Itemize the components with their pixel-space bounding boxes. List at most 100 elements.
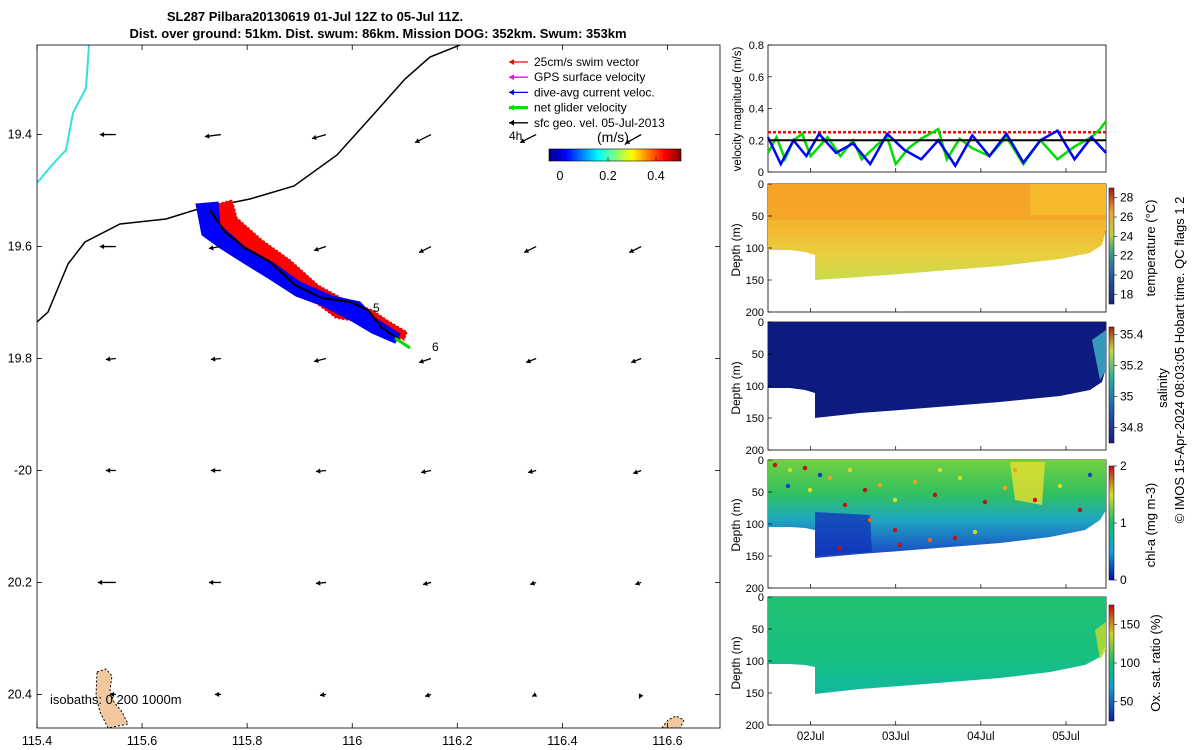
depth-tick-label: 100 <box>746 656 764 668</box>
map-y-tick-label: 19.8 <box>8 352 32 366</box>
geo-vector-head <box>105 356 111 362</box>
velocity-y-tick-label: 0.6 <box>749 72 764 84</box>
depth-tick-label: 200 <box>746 307 764 319</box>
timeseries-panels: 0 0.2 0.4 0.6 0.8 velocity magnitude (m/s) D… <box>729 40 1170 743</box>
depth-tick-label: 50 <box>752 349 764 361</box>
geo-vector-head <box>315 580 321 586</box>
colorbar-tick-label: 35 <box>1120 390 1134 404</box>
map-y-tick-label: 19.4 <box>8 128 32 142</box>
chla-sample-dot <box>827 475 833 481</box>
depth-tick-label: 100 <box>746 243 764 255</box>
depth-tick-label: 200 <box>746 583 764 595</box>
chla-sample-dot <box>937 467 943 473</box>
geo-vector-head <box>635 580 641 586</box>
map-y-axis: 19.4 19.6 19.8 -20 20.2 20.4 <box>8 128 720 701</box>
chla-sample-dot <box>842 502 848 508</box>
chla-sample-dot <box>802 465 808 471</box>
depth-tick-label: 100 <box>746 519 764 531</box>
coast-patch-left <box>95 668 129 728</box>
colorbar-tick-label: 26 <box>1120 210 1134 224</box>
geo-vector-head <box>97 579 103 586</box>
colorbar-tick-label: 22 <box>1120 249 1134 263</box>
chla-sample-dot <box>1057 483 1063 489</box>
geo-vector-head <box>528 468 533 474</box>
chla-sample-dot <box>837 545 843 551</box>
map-x-tick-label: 116.2 <box>442 734 472 748</box>
geo-vector-head <box>105 467 111 474</box>
geo-vector-head <box>313 357 319 363</box>
depth-tick-label: 50 <box>752 624 764 636</box>
colorbar-tick-label: 0 <box>557 169 564 183</box>
map-x-axis: 115.4 115.6 115.8 116 116.2 116.4 116.6 <box>22 45 683 748</box>
colorbar-tick-label: 35.2 <box>1120 359 1144 373</box>
time-tick-label: 03Jul <box>882 731 910 743</box>
chla-sample-dot <box>877 482 883 488</box>
colorbar-tick-label: 50 <box>1120 695 1134 709</box>
geo-vector-head <box>214 691 220 697</box>
map-y-tick-label: 20.4 <box>8 687 32 701</box>
chla-colorbar <box>1108 465 1115 581</box>
chla-sample-dot <box>807 487 813 493</box>
velocity-series-line <box>766 120 1107 167</box>
salinity-panel: Depth (m) salinity <box>729 321 1170 451</box>
chla-sample-dot <box>912 479 918 485</box>
temperature-panel: Depth (m) temperature (°C) <box>729 183 1158 313</box>
oxygen-ylabel: Depth (m) <box>729 636 743 689</box>
velocity-y-axis: 0 0.2 0.4 0.6 0.8 <box>749 40 772 179</box>
speed-colorbar <box>548 148 682 162</box>
map-x-tick-label: 115.8 <box>232 734 262 748</box>
velocity-series <box>766 120 1107 169</box>
temperature-upper-band <box>768 184 1106 220</box>
geo-vector-head <box>629 248 635 253</box>
geo-vector-head <box>208 579 214 586</box>
chla-sample-dot <box>927 537 933 543</box>
chla-cbar-label: chl-a (mg m-3) <box>1143 483 1158 568</box>
geo-vector-head <box>415 138 421 143</box>
chla-sample-dot <box>847 467 853 473</box>
map-x-tick-label: 116.6 <box>652 734 682 748</box>
net-glider-velocity-line <box>394 336 411 350</box>
map-x-tick-label: 116.4 <box>547 734 577 748</box>
time-tick-label: 02Jul <box>797 731 825 743</box>
coast-isobath-line <box>37 45 90 184</box>
geo-vector-head <box>425 692 430 698</box>
geo-vector-head <box>526 358 532 364</box>
colorbar-tick-label: 150 <box>1120 617 1140 631</box>
geo-vector-head <box>419 358 424 364</box>
velocity-panel: 0 0.2 0.4 0.6 0.8 velocity magnitude (m/s) <box>732 40 1107 179</box>
day-label-5: 5 <box>373 301 380 315</box>
geo-vector-head <box>99 243 105 250</box>
chla-sample-dot <box>932 492 938 498</box>
velocity-y-tick-label: 0.8 <box>749 40 764 52</box>
time-tick-label: 04Jul <box>967 731 995 743</box>
colorbar-tick-label: 18 <box>1120 287 1134 301</box>
depth-tick-label: 0 <box>758 592 764 604</box>
legend-arrowhead <box>509 119 514 126</box>
legend-label: dive-avg current veloc. <box>534 85 655 99</box>
chla-sample-dot <box>892 527 898 533</box>
map-panel: 115.4 115.6 115.8 116 116.2 116.4 116.6 19.419… <box>8 44 721 748</box>
temperature-warm-surface <box>1030 184 1106 215</box>
colorbar-unit: (m/s) <box>597 129 629 145</box>
chla-samples <box>772 462 1093 551</box>
chla-sample-dot <box>982 499 988 505</box>
chla-sample-dot <box>772 462 778 468</box>
chla-sample-dot <box>957 475 963 481</box>
geo-vector-head <box>638 693 644 699</box>
day-label-6: 6 <box>432 340 439 354</box>
oxygen-field <box>768 597 1106 694</box>
geo-vector-head <box>419 248 425 253</box>
legend-label: GPS surface velocity <box>534 70 645 84</box>
geo-vector-head <box>311 134 317 140</box>
chla-sample-dot <box>862 487 868 493</box>
colorbar-tick-label: 24 <box>1120 229 1134 243</box>
depth-tick-label: 0 <box>758 317 764 329</box>
map-x-tick-label: 115.4 <box>22 734 52 748</box>
depth-tick-label: 150 <box>746 275 764 287</box>
chla-sample-dot <box>785 483 791 489</box>
temperature-cbar-label: temperature (°C) <box>1143 200 1158 297</box>
depth-tick-label: 150 <box>746 688 764 700</box>
velocity-y-tick-label: 0.4 <box>749 104 764 116</box>
